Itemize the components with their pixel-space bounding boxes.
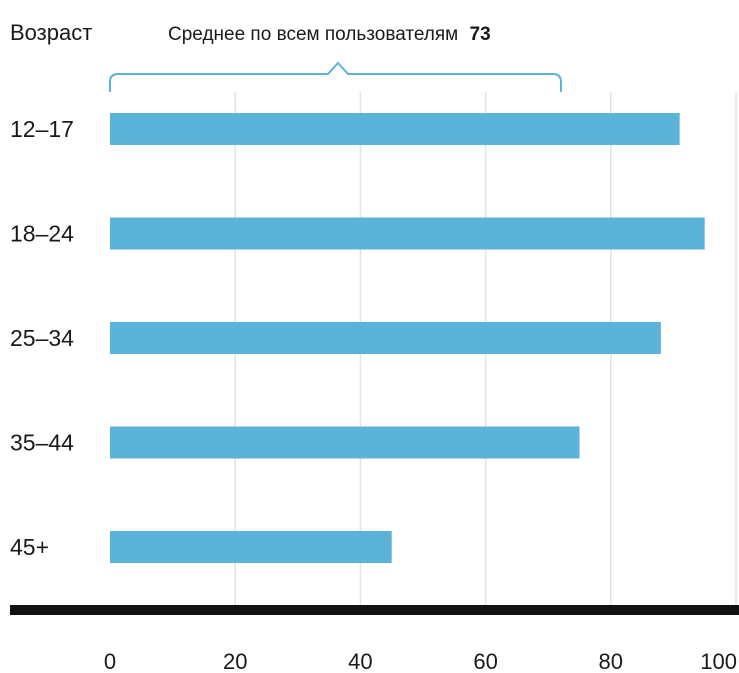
bar-35–44 [110, 426, 580, 459]
category-label-12–17: 12–17 [10, 116, 74, 142]
average-label: Среднее по всем пользователям 73 [168, 24, 491, 45]
x-axis-baseline [10, 605, 739, 615]
average-value: 73 [470, 24, 491, 45]
x-tick-label-40: 40 [348, 649, 372, 673]
x-tick-label-60: 60 [473, 649, 497, 673]
y-axis-title: Возраст [10, 20, 92, 45]
bar-25–34 [110, 322, 661, 354]
x-tick-label-20: 20 [223, 649, 247, 673]
average-bracket [109, 61, 562, 92]
average-label-text: Среднее по всем пользователям [168, 24, 458, 45]
category-label-35–44: 35–44 [10, 430, 74, 456]
bar-45+ [110, 531, 392, 563]
x-tick-label-0: 0 [104, 649, 116, 673]
bar-12–17 [110, 113, 680, 145]
category-label-18–24: 18–24 [10, 221, 74, 247]
bar-18–24 [110, 217, 705, 250]
x-tick-label-100: 100 [700, 649, 737, 673]
category-labels: 12–17 18–24 25–34 35–44 45+ [10, 116, 74, 560]
x-tick-labels: 0 20 40 60 80 100 [104, 649, 737, 673]
x-tick-label-80: 80 [599, 649, 623, 673]
category-label-45+: 45+ [10, 534, 49, 560]
average-bracket-line [109, 61, 562, 92]
bars [110, 113, 705, 563]
category-label-25–34: 25–34 [10, 325, 74, 351]
